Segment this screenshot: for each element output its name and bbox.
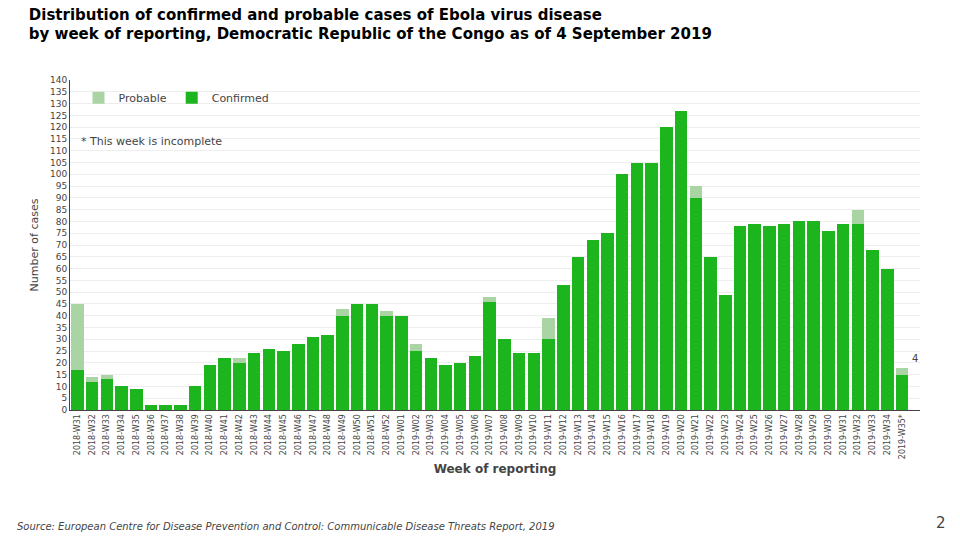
svg-text:2: 2	[936, 514, 946, 532]
svg-text:2019-W26: 2019-W26	[765, 414, 774, 455]
svg-text:30: 30	[56, 334, 68, 344]
svg-text:2018-W35: 2018-W35	[132, 414, 141, 455]
svg-text:2018-W52: 2018-W52	[382, 414, 391, 455]
svg-text:2019-W16: 2019-W16	[618, 414, 627, 455]
svg-text:2019-W04: 2019-W04	[441, 414, 450, 455]
svg-text:Distribution of confirmed and: Distribution of confirmed and probable c…	[29, 6, 712, 44]
svg-text:2019-W19: 2019-W19	[662, 414, 671, 455]
svg-text:135: 135	[50, 87, 67, 97]
svg-text:2019-W30: 2019-W30	[824, 414, 833, 455]
svg-text:2019-W15: 2019-W15	[603, 414, 612, 455]
svg-text:2019-W24: 2019-W24	[736, 414, 745, 455]
svg-text:2019-W33: 2019-W33	[868, 414, 877, 455]
svg-text:2019-W08: 2019-W08	[500, 414, 509, 455]
svg-text:Source: European Centre for Di: Source: European Centre for Disease Prev…	[17, 521, 555, 532]
svg-text:2019-W02: 2019-W02	[412, 414, 421, 455]
svg-text:2019-W29: 2019-W29	[809, 414, 818, 455]
svg-text:2019-W22: 2019-W22	[706, 414, 715, 455]
svg-text:125: 125	[50, 111, 67, 121]
svg-text:4: 4	[912, 353, 918, 364]
svg-text:Number of cases: Number of cases	[28, 198, 41, 291]
svg-text:2019-W06: 2019-W06	[471, 414, 480, 455]
svg-text:2019-W17: 2019-W17	[633, 414, 642, 455]
svg-text:120: 120	[50, 122, 67, 132]
svg-text:5: 5	[61, 393, 67, 403]
svg-text:75: 75	[56, 228, 67, 238]
svg-text:2019-W25: 2019-W25	[750, 414, 759, 455]
svg-text:0: 0	[61, 405, 67, 415]
svg-text:2019-W34: 2019-W34	[883, 414, 892, 455]
svg-text:2019-W01: 2019-W01	[397, 414, 406, 455]
svg-text:2018-W47: 2018-W47	[309, 414, 318, 455]
svg-text:2018-W33: 2018-W33	[102, 414, 111, 455]
svg-text:45: 45	[56, 299, 67, 309]
svg-text:2018-W39: 2018-W39	[191, 414, 200, 455]
svg-text:2019-W32: 2019-W32	[853, 414, 862, 455]
svg-text:90: 90	[56, 193, 68, 203]
svg-text:35: 35	[56, 323, 67, 333]
svg-text:2018-W44: 2018-W44	[264, 414, 273, 455]
svg-text:2019-W11: 2019-W11	[544, 414, 553, 455]
svg-text:* This week is incomplete: * This week is incomplete	[81, 135, 222, 148]
svg-text:2018-W41: 2018-W41	[220, 414, 229, 455]
svg-text:2018-W42: 2018-W42	[235, 414, 244, 455]
svg-text:2019-W28: 2019-W28	[795, 414, 804, 455]
svg-text:2019-W18: 2019-W18	[647, 414, 656, 455]
svg-text:105: 105	[50, 158, 67, 168]
svg-text:70: 70	[56, 240, 68, 250]
svg-text:2019-W05: 2019-W05	[456, 414, 465, 455]
svg-text:2019-W35*: 2019-W35*	[898, 414, 907, 459]
svg-text:2018-W49: 2018-W49	[338, 414, 347, 455]
svg-text:2019-W21: 2019-W21	[691, 414, 700, 455]
svg-text:2018-W48: 2018-W48	[323, 414, 332, 455]
svg-text:55: 55	[56, 276, 67, 286]
svg-text:115: 115	[50, 134, 67, 144]
svg-text:2019-W31: 2019-W31	[839, 414, 848, 455]
svg-text:Week of reporting: Week of reporting	[434, 462, 557, 476]
svg-text:2019-W23: 2019-W23	[721, 414, 730, 455]
svg-text:95: 95	[56, 181, 67, 191]
svg-text:2018-W37: 2018-W37	[161, 414, 170, 455]
svg-text:2018-W40: 2018-W40	[205, 414, 214, 455]
svg-text:2019-W10: 2019-W10	[529, 414, 538, 455]
svg-text:65: 65	[56, 252, 67, 262]
svg-text:2019-W03: 2019-W03	[426, 414, 435, 455]
svg-text:2019-W20: 2019-W20	[677, 414, 686, 455]
svg-text:2018-W38: 2018-W38	[176, 414, 185, 455]
svg-text:2018-W31: 2018-W31	[73, 414, 82, 455]
svg-text:80: 80	[56, 217, 68, 227]
svg-text:130: 130	[50, 99, 67, 109]
svg-text:2018-W43: 2018-W43	[250, 414, 259, 455]
svg-text:2018-W32: 2018-W32	[88, 414, 97, 455]
svg-text:15: 15	[56, 370, 67, 380]
svg-text:85: 85	[56, 205, 67, 215]
svg-text:100: 100	[50, 169, 67, 179]
svg-text:2019-W14: 2019-W14	[588, 414, 597, 455]
svg-text:2018-W45: 2018-W45	[279, 414, 288, 455]
svg-text:Probable: Probable	[119, 92, 167, 105]
svg-text:25: 25	[56, 346, 67, 356]
svg-text:2018-W50: 2018-W50	[353, 414, 362, 455]
svg-text:2018-W34: 2018-W34	[117, 414, 126, 455]
svg-text:2018-W51: 2018-W51	[367, 414, 376, 455]
svg-text:60: 60	[56, 264, 68, 274]
svg-text:2019-W12: 2019-W12	[559, 414, 568, 455]
svg-text:2019-W09: 2019-W09	[515, 414, 524, 455]
svg-text:2019-W07: 2019-W07	[485, 414, 494, 455]
svg-text:Confirmed: Confirmed	[212, 92, 269, 105]
svg-text:2019-W13: 2019-W13	[574, 414, 583, 455]
svg-text:40: 40	[56, 311, 68, 321]
svg-text:2018-W36: 2018-W36	[147, 414, 156, 455]
svg-text:110: 110	[50, 146, 67, 156]
svg-text:20: 20	[56, 358, 68, 368]
svg-text:50: 50	[56, 287, 68, 297]
svg-text:2018-W46: 2018-W46	[294, 414, 303, 455]
svg-text:10: 10	[56, 382, 68, 392]
svg-text:2019-W27: 2019-W27	[780, 414, 789, 455]
svg-text:140: 140	[50, 75, 67, 85]
